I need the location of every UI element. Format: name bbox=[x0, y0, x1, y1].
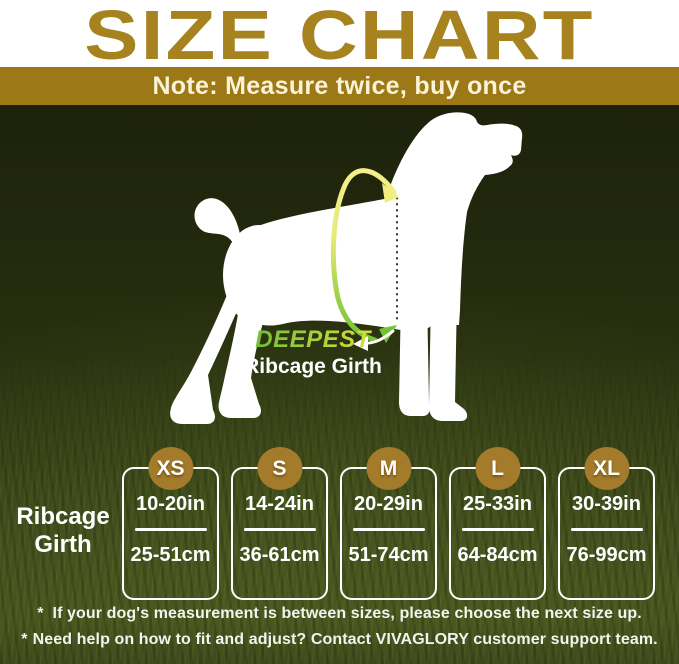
dog-rear-leg-near bbox=[218, 295, 269, 418]
size-xs-cm: 25-51cm bbox=[130, 543, 211, 566]
size-badge-s: S bbox=[257, 447, 302, 490]
range-divider bbox=[243, 528, 316, 531]
size-box-m: M 20-29in 51-74cm bbox=[340, 447, 437, 600]
dog-tail bbox=[194, 198, 241, 243]
measure-label-emphasis: DEEPEST bbox=[223, 327, 403, 353]
table-row-label-line1: Ribcage bbox=[16, 503, 110, 530]
page-title: SIZE CHART bbox=[84, 0, 595, 74]
range-divider bbox=[134, 528, 207, 531]
footnote-size-up-text: If your dog's measurement is between siz… bbox=[52, 605, 642, 622]
size-s-inches: 14-24in bbox=[245, 493, 314, 515]
girth-arrow-arc bbox=[330, 168, 397, 343]
range-divider bbox=[461, 528, 534, 531]
size-badge-xl: XL bbox=[584, 447, 629, 490]
table-row-label: Ribcage Girth bbox=[6, 503, 120, 559]
size-xs-inches: 10-20in bbox=[136, 493, 205, 515]
size-s-cm: 36-61cm bbox=[239, 543, 320, 566]
note-text: Note: Measure twice, buy once bbox=[152, 71, 527, 100]
measure-label: DEEPEST Ribcage Girth bbox=[223, 327, 403, 379]
size-badge-l: L bbox=[475, 447, 520, 490]
size-xl-inches: 30-39in bbox=[572, 493, 641, 515]
scene: DEEPEST Ribcage Girth Ribcage Girth XS 1… bbox=[0, 105, 679, 664]
range-divider bbox=[352, 528, 425, 531]
size-xl-cm: 76-99cm bbox=[566, 543, 647, 566]
size-l-cm: 64-84cm bbox=[457, 543, 538, 566]
header: SIZE CHART bbox=[0, 0, 679, 74]
size-box-xl: XL 30-39in 76-99cm bbox=[558, 447, 655, 600]
dog-rear-leg-far bbox=[170, 285, 241, 424]
footnote-support: * Need help on how to fit and adjust? Co… bbox=[0, 627, 679, 653]
dog-silhouette bbox=[170, 112, 523, 424]
size-m-inches: 20-29in bbox=[354, 493, 423, 515]
footnotes: * If your dog's measurement is between s… bbox=[0, 601, 679, 653]
table-row-label-line2: Girth bbox=[34, 531, 92, 558]
girth-arrowhead-top-icon bbox=[382, 183, 399, 203]
label-pointer-arrowhead-icon bbox=[353, 336, 368, 351]
size-badge-xs: XS bbox=[148, 447, 193, 490]
dog-front-leg-back bbox=[399, 295, 430, 416]
dog-head bbox=[383, 112, 523, 326]
size-badge-m: M bbox=[366, 447, 411, 490]
measure-label-text: Ribcage Girth bbox=[244, 354, 382, 378]
size-table: XS 10-20in 25-51cm S 14-24in 36-61cm M 2… bbox=[122, 447, 655, 600]
size-m-cm: 51-74cm bbox=[348, 543, 429, 566]
range-divider bbox=[570, 528, 643, 531]
asterisk-marker: * bbox=[37, 605, 44, 622]
note-banner: Note: Measure twice, buy once bbox=[0, 67, 679, 105]
size-box-l: L 25-33in 64-84cm bbox=[449, 447, 546, 600]
dog-measurement-diagram bbox=[170, 112, 523, 424]
footnote-size-up: * If your dog's measurement is between s… bbox=[0, 601, 679, 627]
dog-front-leg-front bbox=[429, 295, 468, 421]
size-box-s: S 14-24in 36-61cm bbox=[231, 447, 328, 600]
footnote-support-text: Need help on how to fit and adjust? Cont… bbox=[32, 631, 658, 648]
size-l-inches: 25-33in bbox=[463, 493, 532, 515]
size-box-xs: XS 10-20in 25-51cm bbox=[122, 447, 219, 600]
asterisk-marker: * bbox=[21, 631, 28, 648]
